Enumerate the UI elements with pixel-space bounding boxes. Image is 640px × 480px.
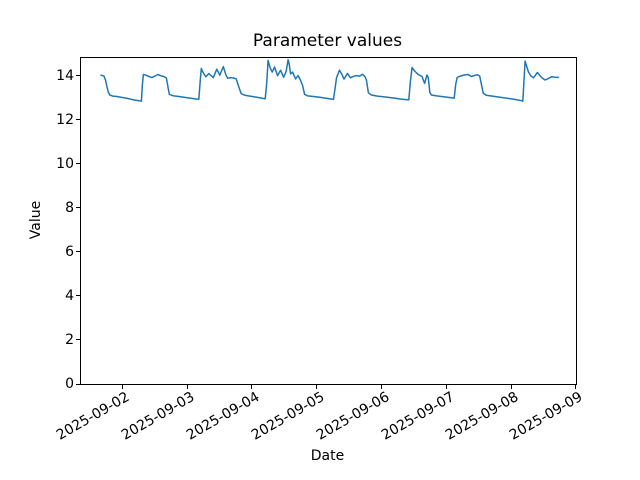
x-tick-label-text: 2025-09-02 <box>54 389 133 444</box>
x-tick-label-text: 2025-09-04 <box>183 389 263 444</box>
y-tick-label: 6 <box>65 243 74 260</box>
y-tick-label: 0 <box>65 376 74 392</box>
y-tick-label: 8 <box>65 199 74 216</box>
y-tick-mark <box>76 295 80 297</box>
y-tick-label: 14 <box>56 67 74 84</box>
data-series-line <box>100 59 560 102</box>
x-tick-mark <box>121 385 123 389</box>
x-tick-mark <box>445 385 447 389</box>
y-tick-label: 10 <box>56 155 74 172</box>
y-tick-label: 2 <box>65 331 74 348</box>
x-tick-mark <box>186 385 188 389</box>
x-tick-mark <box>574 385 576 389</box>
x-tick-label-text: 2025-09-03 <box>119 389 198 444</box>
x-tick-mark <box>381 385 383 389</box>
y-tick-mark <box>76 251 80 253</box>
x-tick-label-text: 2025-09-06 <box>313 389 393 444</box>
x-axis-label: Date <box>310 448 345 464</box>
y-tick-mark <box>76 383 80 385</box>
y-tick-mark <box>76 163 80 165</box>
y-tick-mark <box>76 339 80 341</box>
y-tick-mark <box>76 75 80 77</box>
line-chart-canvas <box>100 59 560 102</box>
x-tick-mark <box>316 385 318 389</box>
y-tick-label: 4 <box>65 287 74 304</box>
chart-title: Parameter values <box>252 31 403 51</box>
y-tick-label: 12 <box>56 111 74 128</box>
plot-area <box>80 57 577 385</box>
x-tick-label-text: 2025-09-05 <box>248 389 328 444</box>
y-tick-mark <box>76 119 80 121</box>
x-tick-label-text: 2025-09-09 <box>507 389 586 444</box>
x-tick-mark <box>510 385 512 389</box>
x-tick-mark <box>251 385 253 389</box>
y-tick-mark <box>76 207 80 209</box>
